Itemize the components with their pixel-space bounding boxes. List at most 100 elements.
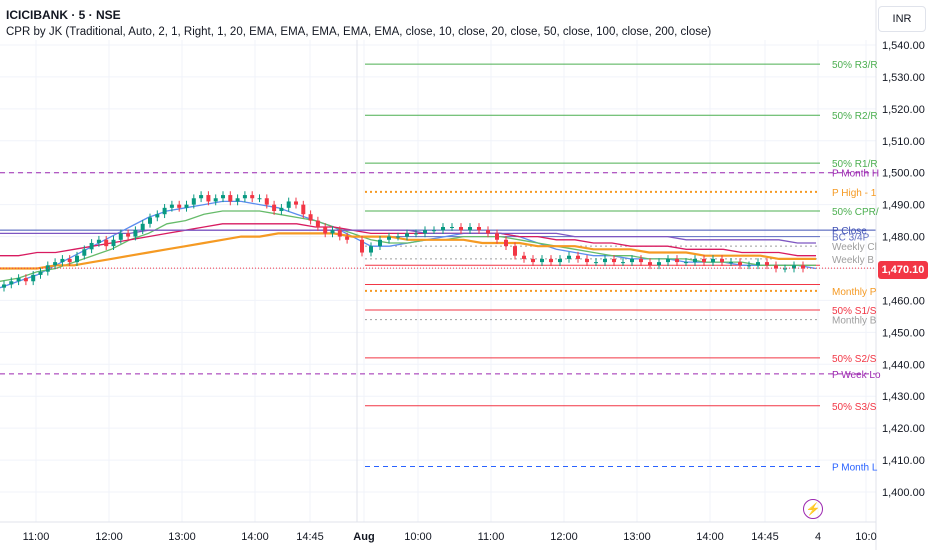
candle-body — [396, 236, 400, 238]
candle-body — [294, 201, 298, 205]
level-label: 50% S1/S — [832, 306, 877, 317]
candle-body — [504, 239, 508, 247]
candle-body — [756, 262, 760, 266]
time-axis: 11:00 12:00 13:00 14:00 14:45 Aug 10:00 11:00 12… — [23, 531, 877, 543]
level-label: Weekly Cl — [832, 242, 877, 253]
price-tick-label: 1,410.00 — [882, 455, 925, 467]
candle-body — [53, 262, 58, 266]
candle-body — [191, 198, 196, 205]
candle-body — [38, 271, 43, 275]
candle-body — [738, 262, 742, 266]
time-tick-label: 12:00 — [95, 531, 123, 543]
ema-line — [0, 232, 816, 270]
candle-body — [301, 204, 306, 215]
candle-body — [693, 258, 697, 263]
level-labels: 50% R3/R 50% R2/R 50% R1/RP Month H P High … — [832, 60, 881, 473]
candle-body — [513, 246, 517, 256]
candle-body — [45, 265, 50, 272]
candle-body — [720, 258, 724, 263]
candle-body — [96, 239, 101, 243]
price-tick-label: 1,510.00 — [882, 136, 925, 148]
candle-body — [279, 207, 284, 212]
ema-line — [0, 210, 816, 282]
candle-body — [162, 207, 167, 215]
candle-body — [414, 233, 418, 235]
candle-body — [221, 195, 225, 199]
level-label: 50% S2/S — [832, 354, 877, 365]
candle-body — [558, 258, 562, 263]
candle-body — [118, 233, 123, 240]
price-tick-label: 1,530.00 — [882, 72, 925, 84]
candle-body — [60, 258, 65, 263]
symbol-title[interactable]: ICICIBANK · 5 · NSE — [6, 8, 121, 22]
last-price-badge: 1,470.10 — [878, 261, 928, 279]
candle-body — [540, 258, 544, 263]
candle-body — [228, 195, 233, 202]
time-tick-label: 11:00 — [478, 531, 505, 543]
level-label: 50% S3/S — [832, 402, 877, 413]
candle-body — [148, 217, 152, 224]
candle-body — [133, 230, 138, 237]
candle-body — [747, 265, 751, 267]
indicator-legend[interactable]: CPR by JK (Traditional, Auto, 2, 1, Righ… — [6, 26, 712, 38]
price-tick-label: 1,520.00 — [882, 104, 925, 116]
candle-body — [257, 198, 262, 200]
candle-body — [184, 204, 189, 208]
candle-body — [477, 226, 481, 231]
candle-body — [801, 265, 805, 269]
candle-body — [169, 204, 174, 208]
cpr-levels — [0, 63, 876, 467]
candlesticks — [2, 191, 805, 292]
time-tick-label: 11:00 — [23, 531, 50, 543]
candle-body — [621, 262, 625, 264]
candle-body — [531, 258, 535, 263]
candle-body — [308, 214, 313, 221]
level-label: 50% R1/R — [832, 159, 878, 170]
price-tick-label: 1,540.00 — [882, 40, 925, 52]
candle-body — [594, 262, 598, 264]
level-label: 50% R2/R — [832, 111, 878, 122]
price-tick-label: 1,460.00 — [882, 295, 925, 307]
candle-body — [235, 198, 240, 202]
candle-body — [684, 262, 688, 264]
candle-body — [75, 255, 79, 263]
candle-body — [250, 195, 255, 199]
price-tick-label: 1,440.00 — [882, 359, 925, 371]
candle-body — [104, 239, 109, 247]
candle-body — [111, 239, 116, 247]
candle-body — [576, 255, 580, 259]
candle-body — [378, 239, 382, 247]
candle-body — [337, 230, 342, 237]
flash-icon[interactable]: ⚡ — [803, 499, 823, 519]
time-tick-label: 10:0 — [855, 531, 876, 543]
candle-body — [286, 201, 291, 208]
candle-body — [330, 230, 335, 234]
time-tick-label: 14:45 — [296, 531, 324, 543]
price-tick-label: 1,420.00 — [882, 423, 925, 435]
candle-body — [264, 198, 269, 205]
price-tick-label: 1,490.00 — [882, 200, 925, 212]
candle-body — [432, 230, 436, 232]
candle-body — [242, 195, 247, 199]
candle-body — [765, 262, 769, 266]
candle-body — [441, 226, 445, 231]
price-tick-label: 1,480.00 — [882, 232, 925, 244]
candle-body — [666, 258, 670, 263]
level-label: P Month H — [832, 169, 879, 180]
level-label: P Close — [832, 226, 867, 237]
time-tick-label: 13:00 — [623, 531, 651, 543]
currency-button[interactable]: INR — [878, 6, 926, 32]
candle-body — [405, 233, 409, 237]
candle-body — [177, 204, 182, 208]
candle-body — [67, 258, 72, 263]
time-tick-label: 14:00 — [696, 531, 724, 543]
candle-body — [675, 258, 679, 263]
candle-body — [23, 278, 28, 282]
time-tick-label: 14:00 — [241, 531, 269, 543]
candle-body — [206, 195, 211, 202]
candle-body — [31, 274, 36, 282]
candle-body — [567, 255, 571, 259]
candle-body — [140, 223, 145, 231]
candle-body — [711, 258, 715, 263]
